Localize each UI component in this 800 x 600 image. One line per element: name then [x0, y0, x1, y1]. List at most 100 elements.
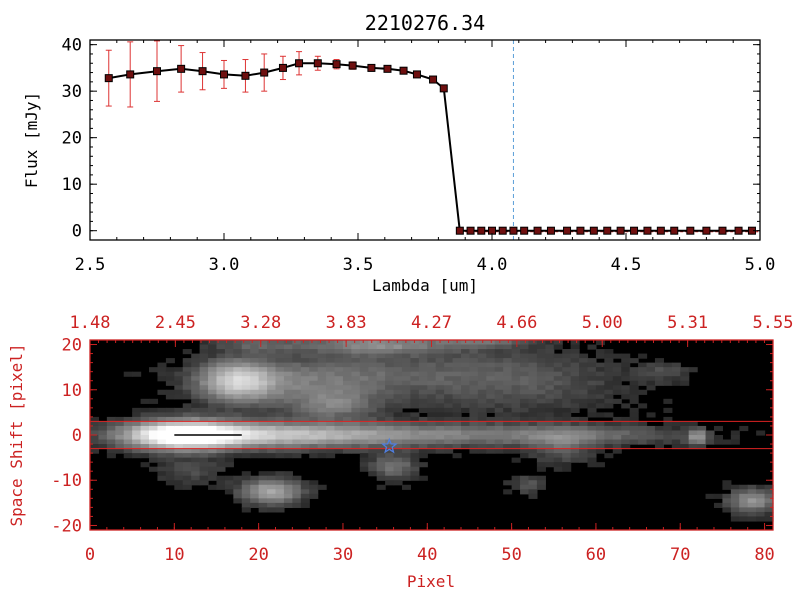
image-pixel — [385, 367, 395, 373]
image-pixel — [722, 498, 732, 504]
image-pixel — [342, 367, 352, 373]
image-pixel — [570, 353, 580, 359]
image-pixel — [595, 353, 605, 359]
flux-data-point — [260, 68, 269, 77]
image-pixel — [149, 425, 159, 432]
image-pixel — [494, 394, 504, 400]
image-pixel — [536, 353, 546, 359]
image-pixel — [528, 412, 538, 418]
image-pixel — [646, 435, 656, 441]
image-pixel — [250, 367, 260, 373]
image-pixel — [401, 376, 412, 382]
image-pixel — [486, 371, 496, 377]
image-pixel — [579, 358, 589, 364]
image-pixel — [494, 367, 504, 373]
image-pixel — [208, 385, 218, 391]
image-pixel — [553, 425, 563, 432]
image-pixel — [663, 367, 673, 373]
image-pixel — [427, 353, 437, 359]
image-pixel — [258, 453, 268, 459]
image-pixel — [629, 371, 639, 377]
image-pixel — [410, 421, 420, 427]
image-pixel — [536, 340, 546, 346]
image-pixel — [275, 453, 285, 459]
image-pixel — [747, 511, 757, 518]
image-pixel — [208, 353, 218, 359]
image-pixel — [199, 362, 209, 368]
image-pixel — [275, 385, 285, 391]
image-pixel — [191, 453, 201, 459]
image-pixel — [300, 502, 310, 508]
image-pixel — [208, 367, 218, 373]
image-pixel — [587, 435, 597, 441]
image-pixel — [621, 358, 631, 364]
image-pixel — [579, 376, 589, 382]
image-pixel — [283, 430, 293, 436]
image-pixel — [208, 484, 218, 490]
image-pixel — [410, 362, 420, 368]
image-pixel — [393, 349, 403, 355]
image-pixel — [326, 349, 336, 355]
image-pixel — [511, 480, 521, 486]
image-pixel — [174, 484, 184, 490]
image-pixel — [621, 367, 631, 373]
image-pixel — [275, 448, 285, 454]
image-x-tick-label: 10 — [164, 545, 184, 565]
image-pixel — [250, 380, 260, 386]
image-pixel — [418, 380, 428, 386]
image-pixel — [267, 389, 277, 395]
image-pixel — [646, 439, 656, 445]
image-pixel — [376, 439, 386, 445]
image-pixel — [579, 394, 589, 400]
image-pixel — [680, 444, 690, 450]
image-pixel — [612, 439, 622, 445]
image-pixel — [671, 367, 681, 373]
image-pixel — [427, 349, 437, 355]
image-pixel — [545, 358, 555, 364]
image-pixel — [292, 453, 302, 459]
image-pixel — [351, 430, 361, 436]
image-pixel — [477, 412, 487, 418]
image-pixel — [494, 376, 504, 382]
image-pixel — [486, 435, 496, 441]
image-pixel — [511, 394, 521, 400]
image-pixel — [528, 484, 538, 490]
image-pixel — [528, 371, 538, 377]
image-pixel — [334, 353, 344, 359]
image-pixel — [469, 444, 479, 450]
image-pixel — [444, 358, 454, 364]
image-pixel — [393, 439, 403, 445]
image-pixel — [149, 407, 159, 413]
image-pixel — [713, 502, 724, 508]
image-pixel — [503, 403, 513, 409]
image-pixel — [604, 349, 614, 355]
image-pixel — [427, 425, 437, 432]
image-pixel — [241, 480, 251, 486]
image-pixel — [233, 362, 243, 368]
image-pixel — [149, 412, 159, 418]
image-pixel — [629, 425, 639, 432]
image-pixel — [393, 416, 403, 423]
image-pixel — [520, 403, 530, 409]
image-pixel — [385, 407, 395, 413]
image-pixel — [621, 362, 631, 368]
image-pixel — [208, 444, 218, 450]
image-pixel — [553, 466, 563, 472]
image-pixel — [595, 421, 605, 427]
image-pixel — [401, 353, 412, 359]
image-pixel — [621, 376, 631, 382]
image-pixel — [359, 435, 369, 441]
image-pixel — [385, 425, 395, 432]
image-pixel — [250, 416, 260, 423]
image-pixel — [317, 385, 327, 391]
image-pixel — [309, 389, 319, 395]
image-pixel — [334, 407, 344, 413]
image-pixel — [612, 430, 622, 436]
image-pixel — [595, 448, 605, 454]
image-pixel — [612, 425, 622, 432]
image-pixel — [385, 398, 395, 404]
image-pixel — [334, 367, 344, 373]
image-pixel — [486, 403, 496, 409]
image-pixel — [376, 389, 386, 395]
image-pixel — [418, 398, 428, 404]
